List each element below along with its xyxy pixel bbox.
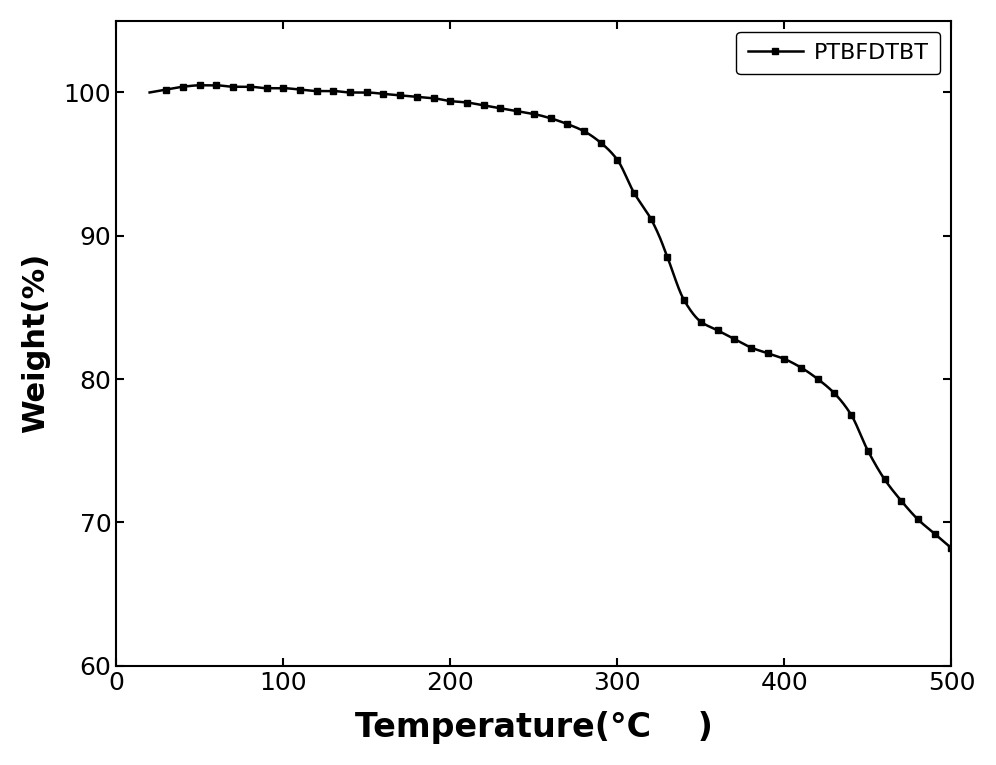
PTBFDTBT	[912, 515, 924, 524]
PTBFDTBT	[846, 410, 858, 419]
PTBFDTBT	[812, 375, 824, 384]
Y-axis label: Weight(%): Weight(%)	[21, 253, 50, 433]
PTBFDTBT	[862, 446, 873, 455]
PTBFDTBT	[545, 114, 557, 123]
PTBFDTBT	[478, 101, 490, 110]
PTBFDTBT	[878, 475, 890, 484]
PTBFDTBT	[294, 85, 306, 94]
PTBFDTBT	[227, 82, 239, 91]
PTBFDTBT	[261, 83, 273, 93]
PTBFDTBT	[779, 354, 791, 363]
PTBFDTBT	[661, 252, 673, 262]
PTBFDTBT	[328, 86, 340, 96]
X-axis label: Temperature(°C    ): Temperature(°C )	[355, 711, 713, 744]
PTBFDTBT	[945, 544, 957, 553]
PTBFDTBT	[361, 88, 373, 97]
PTBFDTBT	[895, 496, 907, 506]
PTBFDTBT	[194, 81, 206, 90]
Legend: PTBFDTBT: PTBFDTBT	[736, 32, 940, 74]
PTBFDTBT	[427, 93, 439, 103]
PTBFDTBT	[644, 214, 656, 223]
PTBFDTBT	[829, 389, 841, 398]
PTBFDTBT	[595, 138, 607, 147]
PTBFDTBT	[244, 82, 256, 91]
PTBFDTBT	[461, 98, 473, 107]
PTBFDTBT	[394, 91, 406, 100]
Line: PTBFDTBT: PTBFDTBT	[163, 82, 955, 552]
PTBFDTBT	[578, 126, 590, 135]
PTBFDTBT	[277, 83, 289, 93]
PTBFDTBT	[612, 155, 623, 164]
PTBFDTBT	[528, 109, 540, 119]
PTBFDTBT	[762, 349, 774, 358]
PTBFDTBT	[561, 119, 573, 129]
PTBFDTBT	[745, 343, 757, 352]
PTBFDTBT	[695, 317, 707, 327]
PTBFDTBT	[628, 188, 640, 197]
PTBFDTBT	[711, 326, 723, 335]
PTBFDTBT	[678, 295, 690, 304]
PTBFDTBT	[795, 363, 807, 373]
PTBFDTBT	[928, 529, 940, 539]
PTBFDTBT	[494, 103, 506, 112]
PTBFDTBT	[160, 85, 172, 94]
PTBFDTBT	[210, 81, 222, 90]
PTBFDTBT	[411, 93, 423, 102]
PTBFDTBT	[177, 82, 189, 91]
PTBFDTBT	[377, 90, 389, 99]
PTBFDTBT	[444, 96, 456, 106]
PTBFDTBT	[311, 86, 323, 96]
PTBFDTBT	[728, 334, 740, 343]
PTBFDTBT	[344, 88, 356, 97]
PTBFDTBT	[511, 106, 523, 116]
